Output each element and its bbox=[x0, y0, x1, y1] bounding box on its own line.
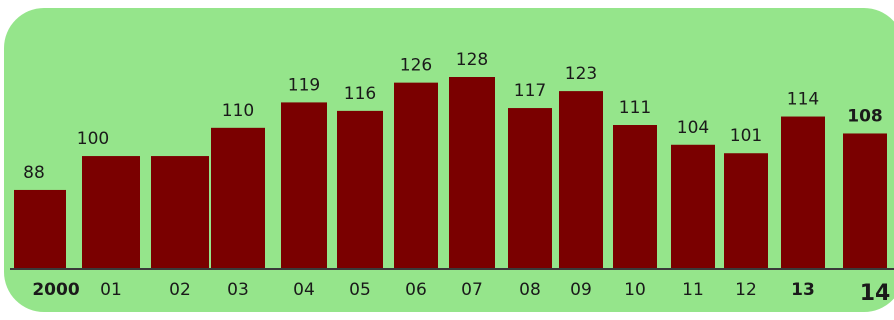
category-label-01: 01 bbox=[100, 280, 122, 300]
value-label-03: 110 bbox=[222, 101, 254, 121]
bar-01 bbox=[82, 156, 140, 269]
category-label-14: 14 bbox=[860, 281, 891, 306]
bar-05 bbox=[337, 110, 383, 269]
value-label-12: 101 bbox=[730, 126, 762, 146]
category-label-13: 13 bbox=[791, 280, 815, 300]
bar-08 bbox=[508, 108, 552, 269]
category-label-11: 11 bbox=[682, 280, 704, 300]
bar-09 bbox=[559, 91, 603, 269]
category-label-06: 06 bbox=[405, 280, 427, 300]
category-label-09: 09 bbox=[570, 280, 592, 300]
bar-06 bbox=[394, 82, 438, 269]
bar-12 bbox=[724, 153, 768, 269]
bar-03 bbox=[211, 127, 265, 269]
value-label-09: 123 bbox=[565, 64, 597, 84]
value-label-2000: 88 bbox=[23, 163, 45, 183]
value-label-05: 116 bbox=[344, 84, 376, 104]
category-label-03: 03 bbox=[227, 280, 249, 300]
bar-14 bbox=[843, 133, 887, 269]
category-label-04: 04 bbox=[293, 280, 315, 300]
category-label-05: 05 bbox=[349, 280, 371, 300]
value-label-07: 128 bbox=[456, 50, 488, 70]
value-label-14: 108 bbox=[847, 106, 883, 126]
value-label-01: 100 bbox=[77, 129, 109, 149]
category-label-12: 12 bbox=[735, 280, 757, 300]
category-label-07: 07 bbox=[461, 280, 483, 300]
value-label-10: 111 bbox=[619, 98, 651, 118]
value-labels: 88 100 110 119 116 126 128 117 123 111 104 101 114 10… bbox=[23, 50, 883, 183]
category-label-2000: 2000 bbox=[32, 280, 79, 300]
value-label-13: 114 bbox=[787, 90, 819, 110]
bars bbox=[14, 77, 887, 269]
category-label-02: 02 bbox=[169, 280, 191, 300]
bar-11 bbox=[671, 144, 715, 269]
category-labels: 2000 01 02 03 04 05 06 07 08 09 10 11 12 13 14 bbox=[32, 280, 890, 306]
category-label-10: 10 bbox=[624, 280, 646, 300]
bar-13 bbox=[781, 116, 825, 269]
bar-07 bbox=[449, 77, 495, 269]
category-label-08: 08 bbox=[519, 280, 541, 300]
bar-02 bbox=[151, 156, 209, 269]
bar-2000 bbox=[14, 189, 66, 269]
value-label-11: 104 bbox=[677, 118, 709, 138]
bar-04 bbox=[281, 102, 327, 269]
bar-10 bbox=[613, 125, 657, 269]
value-label-08: 117 bbox=[514, 81, 546, 101]
value-label-04: 119 bbox=[288, 75, 320, 95]
value-label-06: 126 bbox=[400, 56, 432, 76]
